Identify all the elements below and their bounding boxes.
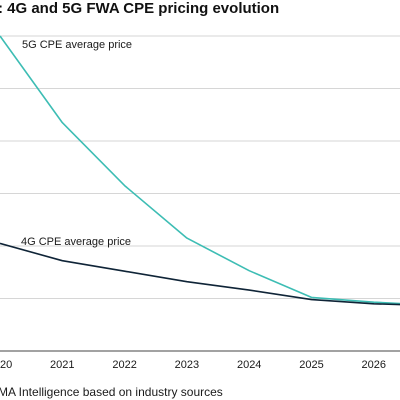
gridlines <box>0 35 400 352</box>
series-5g-line <box>0 35 400 305</box>
series-4g-line <box>0 242 400 306</box>
x-tick-label: 2026 <box>362 359 386 371</box>
series-lines <box>0 35 400 306</box>
series-5g-label: 5G CPE average price <box>22 39 132 51</box>
x-tick-label: 2024 <box>237 359 261 371</box>
x-tick-label: 2022 <box>112 359 136 371</box>
chart-title: : 4G and 5G FWA CPE pricing evolution <box>0 0 280 17</box>
chart-source: MA Intelligence based on industry source… <box>0 385 223 399</box>
series-4g-label: 4G CPE average price <box>21 236 131 248</box>
x-tick-label: 20 <box>0 359 12 371</box>
x-tick-label: 2025 <box>299 359 323 371</box>
series-labels: 5G CPE average price 4G CPE average price <box>21 39 132 248</box>
x-axis-ticks: 20 2021 2022 2023 2024 2025 2026 <box>0 359 386 371</box>
x-tick-label: 2023 <box>175 359 199 371</box>
x-tick-label: 2021 <box>50 359 74 371</box>
